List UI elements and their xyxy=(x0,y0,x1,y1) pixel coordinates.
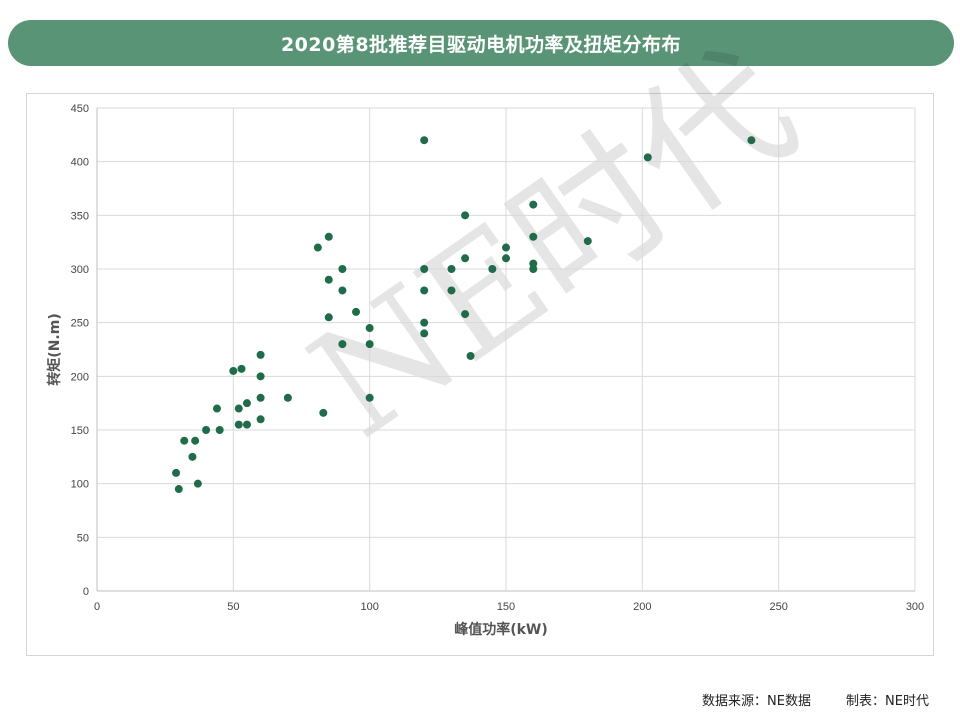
data-point xyxy=(180,436,189,445)
data-point xyxy=(256,415,265,424)
x-tick-label: 100 xyxy=(360,601,378,613)
data-point xyxy=(324,232,333,241)
data-point xyxy=(212,404,221,413)
data-point xyxy=(643,153,652,162)
data-point xyxy=(234,420,243,429)
data-point xyxy=(365,340,374,349)
y-tick-label: 250 xyxy=(71,318,89,330)
data-point xyxy=(461,254,470,263)
x-tick-label: 200 xyxy=(633,601,651,613)
data-point xyxy=(191,436,200,445)
y-tick-label: 400 xyxy=(71,157,89,169)
data-point xyxy=(188,452,197,461)
y-tick-label: 300 xyxy=(71,264,89,276)
y-tick-label: 100 xyxy=(71,479,89,491)
data-point xyxy=(242,420,251,429)
data-point xyxy=(324,313,333,322)
y-axis-title: 转矩(N.m) xyxy=(46,313,63,385)
x-tick-label: 0 xyxy=(94,601,100,613)
y-tick-label: 450 xyxy=(71,103,89,115)
data-point xyxy=(420,265,429,273)
data-point xyxy=(193,479,202,488)
data-point xyxy=(365,324,374,333)
y-tick-label: 200 xyxy=(71,371,89,383)
y-tick-label: 0 xyxy=(83,586,89,598)
data-point xyxy=(420,136,429,145)
data-point xyxy=(747,136,756,145)
data-point xyxy=(324,275,333,284)
data-point xyxy=(461,310,470,319)
x-tick-label: 150 xyxy=(497,601,515,613)
data-point xyxy=(313,243,322,252)
data-point xyxy=(174,485,183,494)
data-point xyxy=(256,372,265,381)
data-point xyxy=(237,364,246,373)
y-tick-label: 150 xyxy=(71,425,89,437)
data-point xyxy=(242,399,251,408)
data-point xyxy=(420,318,429,327)
data-point xyxy=(338,286,347,295)
y-tick-label: 50 xyxy=(77,532,89,544)
data-point xyxy=(352,307,361,316)
data-point xyxy=(420,329,429,338)
data-point xyxy=(529,232,538,241)
data-point xyxy=(461,211,470,220)
data-point xyxy=(338,265,347,273)
data-point xyxy=(215,426,224,434)
data-point xyxy=(488,265,497,273)
data-point xyxy=(319,408,328,417)
data-point xyxy=(529,200,538,209)
chart-title: 2020第8批推荐目驱动电机功率及扭矩分布布 xyxy=(280,33,682,56)
data-point xyxy=(202,426,211,434)
data-point xyxy=(502,254,510,263)
data-point xyxy=(365,393,374,402)
data-point xyxy=(529,265,538,273)
maker-note: 制表：NE时代 xyxy=(846,694,929,709)
data-point xyxy=(583,237,592,246)
data-point xyxy=(256,393,265,402)
data-point xyxy=(229,366,238,375)
data-point xyxy=(338,340,347,349)
data-point xyxy=(234,404,243,413)
x-tick-label: 300 xyxy=(906,601,924,613)
data-point xyxy=(447,286,456,295)
data-source-note: 数据来源：NE数据 xyxy=(702,694,811,709)
data-point xyxy=(283,393,292,402)
y-tick-label: 350 xyxy=(71,210,89,222)
data-point xyxy=(502,243,510,252)
x-axis-title: 峰值功率(kW) xyxy=(454,621,548,638)
data-point xyxy=(420,286,429,295)
data-point xyxy=(466,351,475,360)
data-point xyxy=(447,265,456,273)
x-tick-label: 250 xyxy=(769,601,787,613)
x-tick-label: 50 xyxy=(227,601,239,613)
title-banner: 2020第8批推荐目驱动电机功率及扭矩分布布 xyxy=(8,20,954,66)
data-point xyxy=(256,350,265,359)
chart-panel xyxy=(26,93,934,656)
data-point xyxy=(172,468,181,477)
